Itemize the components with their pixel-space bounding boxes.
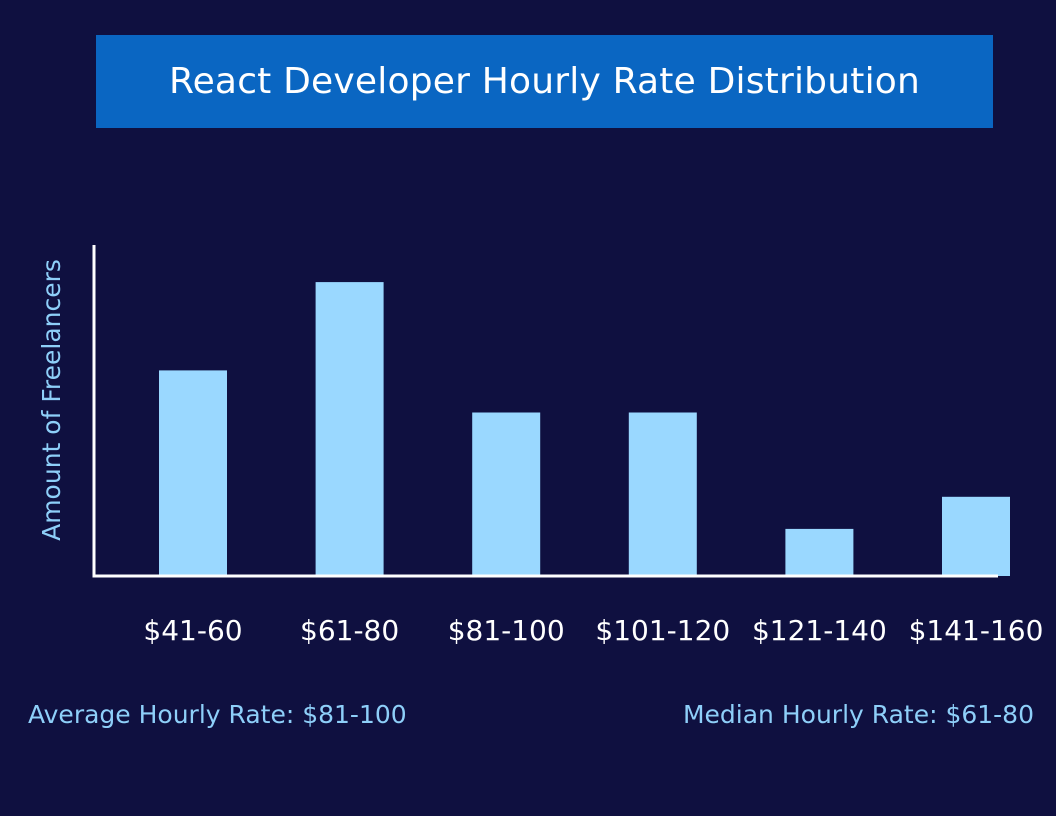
average-rate-note: Average Hourly Rate: $81-100 [28, 700, 407, 729]
x-tick-label-1: $41-60 [143, 614, 242, 647]
x-tick-label-6: $141-160 [909, 614, 1044, 647]
chart-title-banner: React Developer Hourly Rate Distribution [96, 35, 993, 128]
x-tick-label-3: $81-100 [448, 614, 565, 647]
bar-2 [315, 282, 384, 576]
bar-5 [785, 528, 854, 576]
median-rate-note: Median Hourly Rate: $61-80 [682, 700, 1034, 729]
chart-title: React Developer Hourly Rate Distribution [168, 61, 921, 102]
bar-4 [628, 412, 697, 576]
x-tick-labels: $41-60 $61-80 $81-100 $101-120 $121-140 $141-… [143, 614, 1043, 647]
bar-1 [159, 370, 227, 576]
bar-3 [472, 412, 541, 576]
y-axis-label: Amount of Freelancers [37, 259, 66, 541]
bars-group [159, 282, 1010, 576]
x-tick-label-4: $101-120 [595, 614, 730, 647]
x-tick-label-2: $61-80 [300, 614, 399, 647]
x-tick-label-5: $121-140 [752, 614, 887, 647]
bar-6 [942, 496, 1010, 576]
